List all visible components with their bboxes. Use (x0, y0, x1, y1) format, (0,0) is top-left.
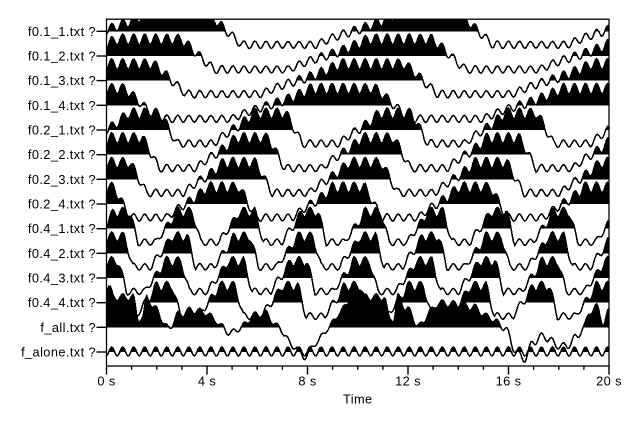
svg-text:f0.1_1.txt ?: f0.1_1.txt ? (28, 24, 96, 39)
svg-text:f_alone.txt ?: f_alone.txt ? (21, 345, 96, 360)
svg-text:f_all.txt ?: f_all.txt ? (40, 320, 96, 335)
svg-text:f0.2_2.txt ?: f0.2_2.txt ? (28, 147, 96, 162)
svg-text:20 s: 20 s (596, 374, 622, 389)
svg-text:f0.4_4.txt ?: f0.4_4.txt ? (28, 295, 96, 310)
svg-text:f0.2_3.txt ?: f0.2_3.txt ? (28, 172, 96, 187)
svg-text:0 s: 0 s (97, 374, 115, 389)
svg-text:12 s: 12 s (395, 374, 421, 389)
svg-text:f0.1_3.txt ?: f0.1_3.txt ? (28, 73, 96, 88)
svg-text:f0.4_3.txt ?: f0.4_3.txt ? (28, 271, 96, 286)
svg-text:16 s: 16 s (496, 374, 522, 389)
svg-text:4 s: 4 s (198, 374, 216, 389)
svg-text:f0.4_1.txt ?: f0.4_1.txt ? (28, 221, 96, 236)
svg-text:Time: Time (343, 392, 373, 407)
svg-text:f0.1_2.txt ?: f0.1_2.txt ? (28, 49, 96, 64)
svg-text:f0.2_1.txt ?: f0.2_1.txt ? (28, 123, 96, 138)
svg-text:f0.1_4.txt ?: f0.1_4.txt ? (28, 98, 96, 113)
svg-text:f0.4_2.txt ?: f0.4_2.txt ? (28, 246, 96, 261)
svg-text:f0.2_4.txt ?: f0.2_4.txt ? (28, 197, 96, 212)
svg-text:8 s: 8 s (298, 374, 316, 389)
